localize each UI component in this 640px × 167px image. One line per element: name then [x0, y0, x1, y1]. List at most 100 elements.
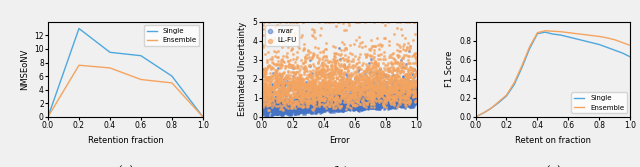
- LL-FU: [289, 82, 300, 85]
- nvar: [274, 102, 284, 105]
- LL-FU: [374, 74, 384, 77]
- nvar: [358, 95, 368, 97]
- nvar: [259, 106, 269, 109]
- nvar: [323, 106, 333, 109]
- LL-FU: [317, 89, 327, 92]
- nvar: [376, 84, 387, 87]
- nvar: [388, 99, 399, 101]
- LL-FU: [401, 80, 412, 82]
- LL-FU: [388, 87, 398, 89]
- Single: [564, 36, 572, 38]
- nvar: [379, 101, 389, 104]
- LL-FU: [271, 82, 282, 85]
- LL-FU: [348, 89, 358, 91]
- nvar: [293, 90, 303, 93]
- nvar: [300, 103, 310, 105]
- nvar: [285, 105, 295, 108]
- LL-FU: [405, 76, 415, 78]
- nvar: [340, 91, 351, 93]
- nvar: [271, 113, 282, 115]
- nvar: [284, 88, 294, 91]
- nvar: [336, 105, 346, 107]
- LL-FU: [346, 60, 356, 63]
- nvar: [348, 97, 358, 100]
- LL-FU: [353, 77, 363, 80]
- LL-FU: [333, 90, 343, 93]
- LL-FU: [259, 75, 269, 78]
- nvar: [312, 96, 322, 98]
- LL-FU: [273, 60, 283, 62]
- nvar: [269, 111, 280, 114]
- nvar: [333, 104, 344, 106]
- nvar: [328, 109, 339, 111]
- nvar: [342, 101, 352, 104]
- LL-FU: [374, 71, 385, 74]
- LL-FU: [338, 85, 348, 88]
- nvar: [390, 98, 401, 101]
- nvar: [280, 110, 290, 113]
- LL-FU: [396, 87, 406, 90]
- LL-FU: [260, 88, 270, 91]
- nvar: [284, 106, 294, 109]
- LL-FU: [315, 95, 325, 98]
- nvar: [358, 89, 369, 92]
- LL-FU: [259, 92, 269, 94]
- LL-FU: [311, 85, 321, 87]
- nvar: [318, 104, 328, 107]
- nvar: [403, 104, 413, 107]
- LL-FU: [278, 108, 288, 111]
- LL-FU: [326, 101, 337, 104]
- nvar: [346, 104, 356, 107]
- LL-FU: [286, 96, 296, 98]
- nvar: [370, 103, 380, 105]
- LL-FU: [264, 79, 274, 81]
- LL-FU: [332, 82, 342, 85]
- nvar: [299, 107, 309, 109]
- LL-FU: [314, 93, 324, 96]
- LL-FU: [325, 71, 335, 74]
- LL-FU: [351, 63, 361, 66]
- nvar: [264, 107, 274, 110]
- nvar: [388, 103, 399, 106]
- LL-FU: [337, 95, 347, 97]
- nvar: [344, 105, 354, 108]
- LL-FU: [384, 87, 394, 89]
- nvar: [385, 99, 396, 102]
- LL-FU: [341, 87, 351, 89]
- LL-FU: [391, 74, 401, 76]
- nvar: [275, 110, 285, 112]
- nvar: [302, 98, 312, 101]
- LL-FU: [396, 81, 406, 84]
- nvar: [324, 104, 334, 107]
- nvar: [346, 97, 356, 99]
- nvar: [321, 108, 332, 111]
- nvar: [392, 103, 403, 106]
- nvar: [287, 98, 297, 100]
- nvar: [260, 113, 270, 115]
- LL-FU: [323, 102, 333, 105]
- LL-FU: [289, 76, 299, 79]
- nvar: [342, 92, 353, 95]
- LL-FU: [382, 76, 392, 79]
- LL-FU: [397, 90, 407, 93]
- LL-FU: [324, 85, 335, 88]
- nvar: [314, 108, 324, 110]
- nvar: [333, 109, 344, 112]
- nvar: [268, 104, 278, 107]
- LL-FU: [369, 60, 380, 63]
- nvar: [271, 105, 281, 107]
- nvar: [404, 95, 415, 98]
- nvar: [369, 96, 379, 99]
- nvar: [360, 100, 371, 103]
- LL-FU: [405, 68, 415, 71]
- nvar: [323, 107, 333, 109]
- nvar: [364, 95, 374, 98]
- LL-FU: [325, 83, 335, 86]
- LL-FU: [316, 75, 326, 77]
- nvar: [371, 97, 381, 100]
- LL-FU: [371, 67, 381, 69]
- LL-FU: [394, 20, 404, 23]
- LL-FU: [277, 94, 287, 97]
- nvar: [317, 107, 327, 110]
- nvar: [406, 101, 417, 103]
